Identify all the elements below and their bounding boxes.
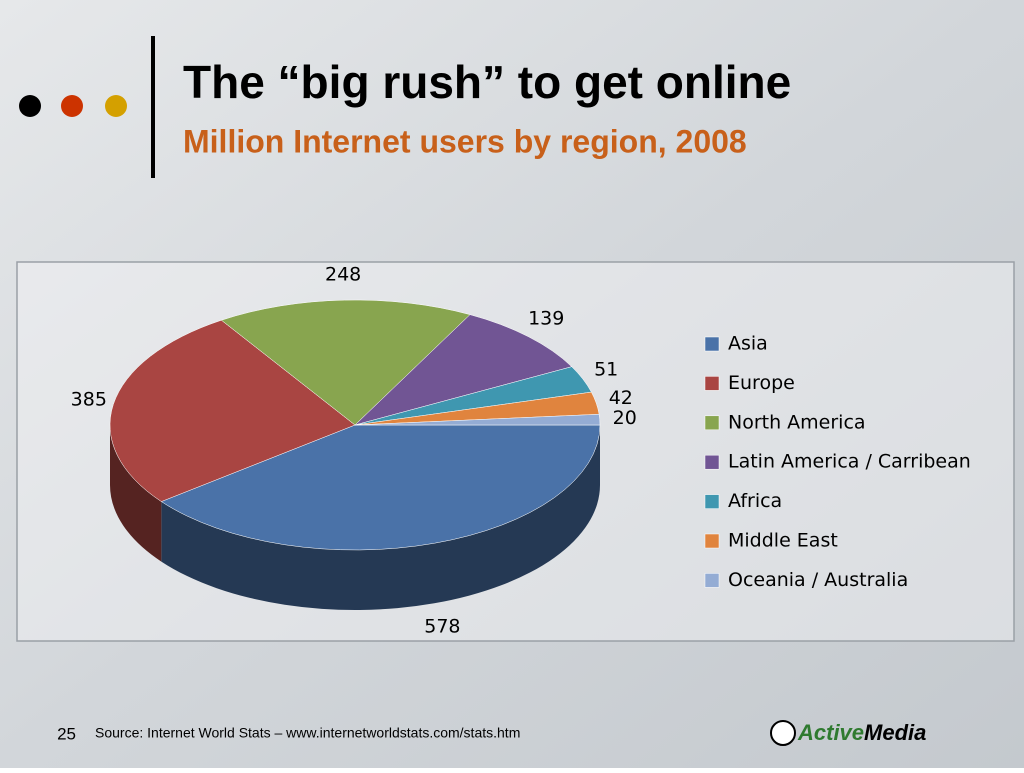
- legend-label: Africa: [728, 490, 782, 512]
- legend-swatch: [704, 376, 720, 391]
- legend-label: Latin America / Carribean: [728, 451, 971, 473]
- page-number: 25: [57, 724, 76, 743]
- data-label: 139: [528, 308, 564, 330]
- legend-label: Oceania / Australia: [728, 569, 908, 591]
- pie-slice: [220, 299, 471, 426]
- bullet: [19, 95, 41, 117]
- subtitle: Million Internet users by region, 2008: [183, 123, 747, 159]
- legend-swatch: [704, 454, 720, 470]
- legend-label: Asia: [728, 333, 768, 355]
- data-label: 578: [424, 615, 460, 637]
- title: The “big rush” to get online: [183, 56, 791, 108]
- legend-swatch: [704, 533, 720, 549]
- legend-swatch: [704, 494, 720, 509]
- pie-slice: [160, 424, 601, 551]
- pie-side: [161, 425, 600, 610]
- data-label: 248: [325, 264, 361, 286]
- legend-label: Europe: [728, 372, 795, 394]
- legend-label: Middle East: [728, 530, 838, 552]
- logo-part: Active: [797, 720, 864, 745]
- data-label: 42: [609, 387, 633, 409]
- legend-swatch: [704, 573, 720, 588]
- logo-icon: [770, 720, 796, 746]
- logo-part: Media: [864, 720, 926, 745]
- bullet: [105, 95, 127, 117]
- logo: ActiveMedia: [797, 720, 926, 745]
- pie-side: [110, 425, 162, 562]
- legend-label: North America: [728, 411, 866, 433]
- pie-slice: [109, 319, 356, 502]
- legend-swatch: [704, 336, 720, 352]
- legend-swatch: [704, 415, 720, 431]
- pie-slice: [354, 314, 573, 426]
- source: Source: Internet World Stats – www.inter…: [95, 725, 520, 741]
- data-label: 385: [71, 388, 107, 410]
- data-label: 51: [594, 358, 618, 380]
- data-label: 20: [613, 407, 637, 429]
- pie-slice: [354, 414, 601, 426]
- bullet: [61, 95, 83, 117]
